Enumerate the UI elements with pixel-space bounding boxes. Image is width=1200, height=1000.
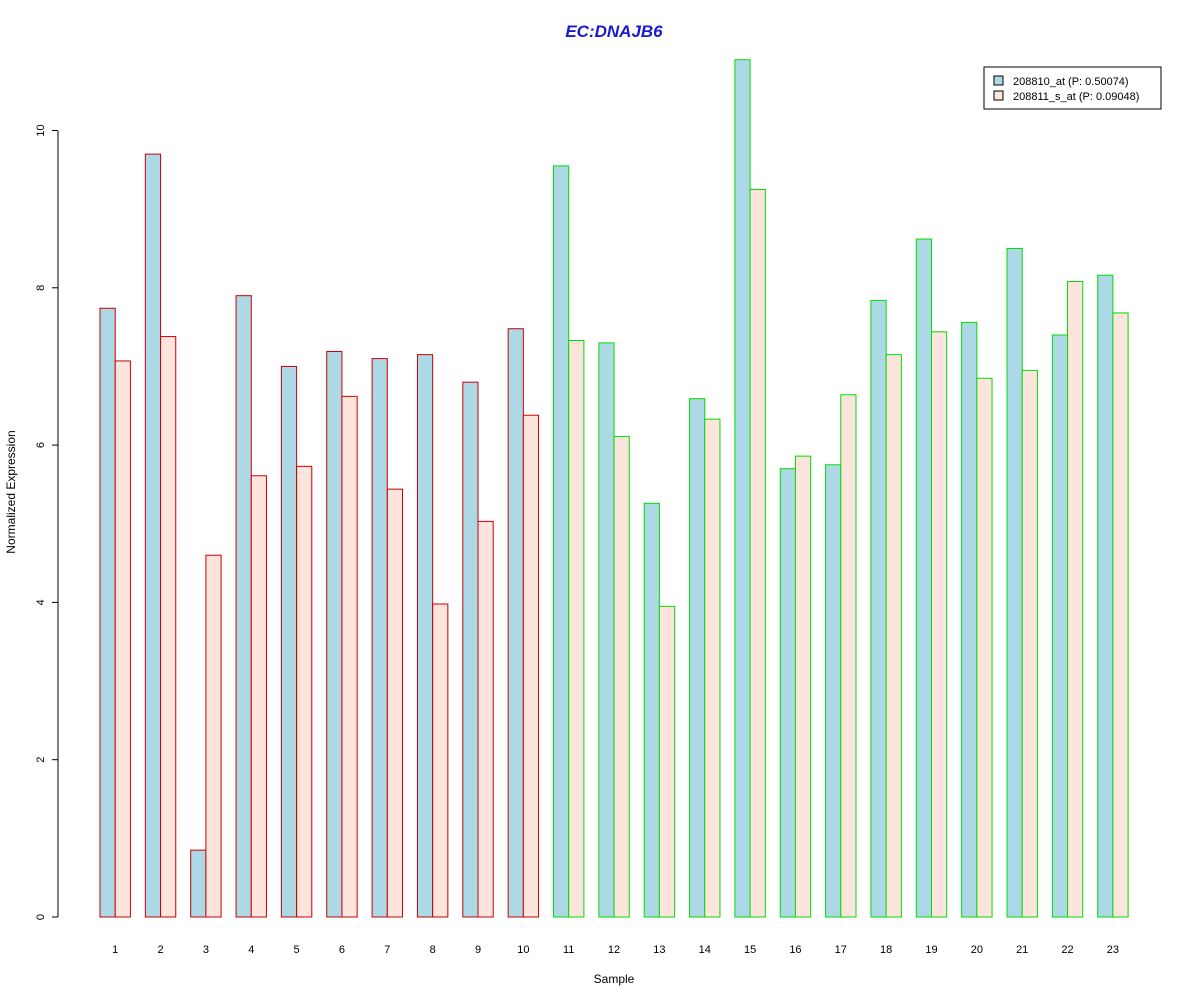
bar-series-2-sample-11 bbox=[568, 339, 585, 918]
x-tick-label: 10 bbox=[517, 944, 529, 956]
bar-series-1-sample-6 bbox=[326, 351, 343, 918]
bar-series-2-sample-15 bbox=[749, 188, 766, 918]
y-tick-label: 8 bbox=[35, 285, 47, 291]
x-tick-label: 20 bbox=[971, 944, 983, 956]
x-tick-label: 22 bbox=[1061, 944, 1073, 956]
legend-label-series-2: 208811_s_at (P: 0.09048) bbox=[1013, 91, 1139, 103]
legend: 208810_at (P: 0.50074) 208811_s_at (P: 0… bbox=[983, 66, 1162, 110]
legend-swatch-series-1 bbox=[993, 75, 1004, 86]
bar-series-2-sample-23 bbox=[1112, 312, 1129, 918]
y-tick-label: 2 bbox=[35, 757, 47, 763]
x-tick-label: 11 bbox=[563, 944, 574, 956]
bar-series-1-sample-10 bbox=[507, 328, 524, 918]
bar-series-1-sample-22 bbox=[1051, 334, 1069, 918]
bar-series-2-sample-7 bbox=[386, 488, 403, 918]
bar-series-1-sample-13 bbox=[643, 502, 660, 918]
y-axis-ticks: 0 2 4 6 8 10 bbox=[35, 124, 58, 920]
x-tick-label: 6 bbox=[339, 944, 345, 956]
bar-series-2-sample-5 bbox=[296, 465, 313, 918]
x-tick-label: 13 bbox=[653, 944, 665, 956]
x-tick-label: 9 bbox=[475, 944, 481, 956]
bar-series-1-sample-20 bbox=[961, 321, 978, 918]
bar-series-2-sample-17 bbox=[840, 394, 857, 918]
x-axis-title: Sample bbox=[594, 972, 635, 986]
bar-series-2-sample-2 bbox=[160, 336, 177, 918]
bar-series-1-sample-12 bbox=[598, 342, 615, 918]
x-tick-label: 18 bbox=[880, 944, 892, 956]
bar-series-2-sample-19 bbox=[931, 331, 948, 918]
bar-series-2-sample-3 bbox=[205, 554, 222, 918]
bar-series-1-sample-7 bbox=[371, 358, 388, 918]
bar-series-1-sample-14 bbox=[689, 398, 706, 918]
bar-series-1-sample-18 bbox=[870, 299, 887, 918]
bar-series-2-sample-22 bbox=[1067, 281, 1084, 918]
bar-series-1-sample-17 bbox=[825, 464, 842, 918]
x-tick-label: 4 bbox=[248, 944, 254, 956]
x-tick-label: 5 bbox=[294, 944, 300, 956]
x-tick-label: 19 bbox=[925, 944, 937, 956]
bar-series-2-sample-4 bbox=[250, 475, 267, 918]
bar-series-1-sample-2 bbox=[144, 153, 162, 918]
y-tick-label: 0 bbox=[35, 914, 47, 920]
bar-series-1-sample-9 bbox=[462, 381, 479, 918]
x-axis-tick-labels: 1 2 3 4 5 6 7 8 9 10 11 12 13 14 15 16 17 18 19 20 21 22 23 bbox=[112, 944, 1119, 956]
bar-series-1-sample-16 bbox=[779, 468, 796, 918]
bar-series-2-sample-18 bbox=[885, 354, 902, 918]
y-tick-label: 6 bbox=[35, 442, 47, 448]
bar-series-2-sample-1 bbox=[114, 360, 131, 918]
x-tick-label: 14 bbox=[699, 944, 711, 956]
legend-label-series-1: 208810_at (P: 0.50074) bbox=[1013, 76, 1129, 88]
bar-series-1-sample-3 bbox=[190, 849, 207, 918]
bar-series-1-sample-11 bbox=[553, 165, 570, 918]
x-tick-label: 12 bbox=[608, 944, 620, 956]
x-tick-label: 16 bbox=[789, 944, 801, 956]
x-tick-label: 3 bbox=[203, 944, 209, 956]
bar-series-2-sample-20 bbox=[976, 377, 993, 918]
x-tick-label: 17 bbox=[835, 944, 847, 956]
y-axis-title: Normalized Expression bbox=[4, 430, 18, 553]
legend-swatch-series-2 bbox=[993, 90, 1004, 101]
bar-series-1-sample-23 bbox=[1097, 274, 1114, 918]
x-tick-label: 2 bbox=[157, 944, 163, 956]
bar-series-2-sample-12 bbox=[613, 435, 630, 918]
bar-series-1-sample-8 bbox=[416, 354, 434, 918]
bar-series-1-sample-15 bbox=[734, 59, 751, 918]
bar-series-1-sample-21 bbox=[1006, 247, 1023, 918]
x-tick-label: 7 bbox=[384, 944, 390, 956]
bar-series-2-sample-10 bbox=[522, 414, 540, 918]
bar-series-1-sample-5 bbox=[280, 365, 298, 918]
bar-series-1-sample-4 bbox=[235, 295, 252, 918]
x-tick-label: 23 bbox=[1107, 944, 1119, 956]
bar-series-1-sample-1 bbox=[99, 307, 116, 918]
legend-box bbox=[983, 66, 1162, 110]
x-tick-label: 8 bbox=[430, 944, 436, 956]
bar-series-1-sample-19 bbox=[915, 238, 932, 918]
bar-series-2-sample-16 bbox=[794, 455, 812, 918]
bars-group bbox=[99, 59, 1129, 918]
bar-series-2-sample-14 bbox=[704, 418, 721, 918]
bar-series-2-sample-21 bbox=[1021, 369, 1038, 918]
x-tick-label: 15 bbox=[744, 944, 756, 956]
bar-series-2-sample-8 bbox=[432, 603, 449, 918]
bar-series-2-sample-9 bbox=[477, 520, 494, 918]
bar-series-2-sample-13 bbox=[658, 605, 676, 918]
bar-series-2-sample-6 bbox=[341, 395, 358, 918]
chart-title: EC:DNAJB6 bbox=[565, 22, 663, 41]
x-tick-label: 1 bbox=[112, 944, 118, 956]
x-tick-label: 21 bbox=[1016, 944, 1028, 956]
y-tick-label: 10 bbox=[35, 124, 47, 136]
y-tick-label: 4 bbox=[35, 599, 47, 605]
